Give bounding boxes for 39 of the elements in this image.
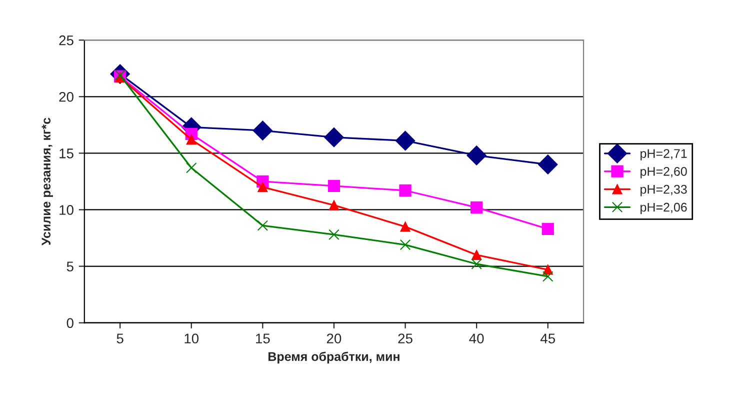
x-axis-title: Время обрабтки, мин <box>268 352 400 364</box>
y-axis-title: Усилие резания, кг*с <box>42 118 53 246</box>
point <box>186 162 197 174</box>
point <box>470 201 483 214</box>
y-tick-label: 25 <box>59 35 74 46</box>
y-tick-label: 0 <box>66 318 74 328</box>
legend-label: pH=2,60 <box>640 167 687 178</box>
x-tick-label: 5 <box>116 334 124 344</box>
y-tick-label: 15 <box>60 148 74 158</box>
y-tick-label: 20 <box>59 92 74 102</box>
point <box>328 200 340 210</box>
point <box>399 184 412 197</box>
point <box>252 120 273 140</box>
y-tick-label: 5 <box>66 262 74 272</box>
x-tick-label: 20 <box>326 334 342 344</box>
point <box>395 130 416 151</box>
x-tick-label: 45 <box>540 334 556 344</box>
legend-label: pH=2,71 <box>640 149 687 160</box>
point <box>400 222 410 232</box>
legend-label: pH=2,06 <box>640 202 687 214</box>
point <box>324 128 344 148</box>
x-tick-label: 10 <box>184 334 199 344</box>
legend-label: pH=2,33 <box>640 184 687 196</box>
x-tick-label: 25 <box>398 334 412 344</box>
point <box>186 134 196 145</box>
point <box>328 229 340 240</box>
x-tick-label: 40 <box>469 334 484 344</box>
point <box>471 258 482 270</box>
point <box>257 220 268 231</box>
point <box>472 250 482 260</box>
point <box>400 239 411 250</box>
y-tick-label: 10 <box>60 205 74 215</box>
point <box>542 222 554 236</box>
point <box>466 146 486 166</box>
point <box>538 154 558 174</box>
x-tick-label: 15 <box>256 334 270 344</box>
point <box>258 182 268 192</box>
point <box>328 180 340 192</box>
point <box>542 271 554 282</box>
